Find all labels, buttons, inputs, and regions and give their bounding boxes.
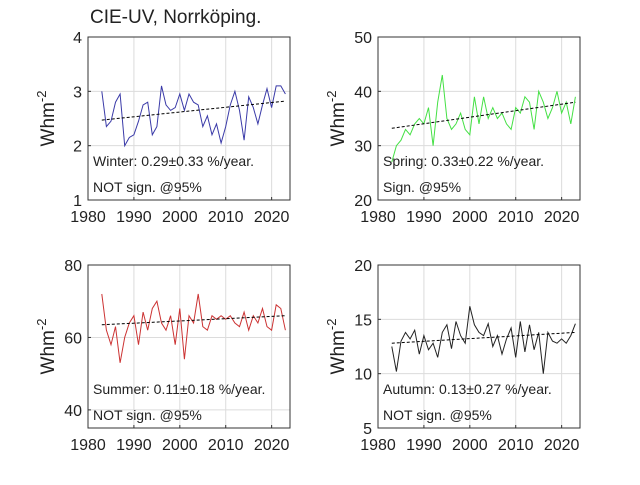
annotation: Autumn: 0.13±0.27 %/year. [383,381,552,397]
annotation: NOT sign. @95% [383,407,492,423]
x-tick-label: 2020 [254,209,290,226]
y-tick-label: 20 [354,193,372,210]
x-tick-label: 1980 [70,209,106,226]
y-tick-label: 15 [354,312,372,329]
annotation: NOT sign. @95% [93,179,202,195]
y-tick-label: 30 [354,139,372,156]
trend-line [391,331,576,344]
annotation: Sign. @95% [383,179,461,195]
plot-area [378,265,580,428]
data-line [391,74,576,163]
x-tick-label: 2010 [498,209,534,226]
axes-box [377,264,581,429]
annotation: Winter: 0.29±0.33 %/year. [93,153,254,169]
x-tick-label: 1980 [70,437,106,454]
x-tick-label: 1990 [406,437,442,454]
chart-title: CIE-UV, Norrköping. [90,7,261,28]
y-axis-label: Whm-2 [324,319,349,375]
data-line [101,85,286,148]
y-tick-label: 1 [73,193,82,210]
x-tick-label: 2000 [162,209,198,226]
subplot: 40 60 80 1980 1990 2000 2010 2020 Summer: 0.11±0… [34,258,291,454]
y-tick-label: 60 [64,330,82,347]
y-axis-label-superscript: -2 [34,319,49,331]
plot-area [88,265,290,428]
data-line [101,293,286,363]
x-tick-label: 2010 [208,437,244,454]
y-tick-label: 4 [73,30,82,47]
y-tick-label: 80 [64,258,82,275]
x-tick-label: 1990 [116,209,152,226]
y-axis-label-superscript: -2 [34,91,49,103]
y-tick-label: 50 [354,30,372,47]
y-tick-label: 10 [354,367,372,384]
trend-line [391,101,576,129]
x-tick-label: 2000 [452,437,488,454]
y-tick-label: 40 [64,403,82,420]
x-tick-label: 2010 [498,437,534,454]
y-axis-label-superscript: -2 [324,319,339,331]
y-axis-label: Whm-2 [34,91,59,147]
y-tick-label: 40 [354,84,372,101]
x-tick-label: 2020 [254,437,290,454]
y-axis-label: Whm-2 [34,319,59,375]
axes-box [377,36,581,201]
y-axis-label-base: Whm [328,102,349,146]
axes-box [87,36,291,201]
y-tick-label: 2 [73,139,82,156]
y-tick-label: 5 [363,421,372,438]
subplot: 20 30 40 50 1980 1990 2000 2010 2020 Spring: 0.33… [324,30,581,226]
x-tick-label: 2020 [544,437,580,454]
x-tick-label: 2020 [544,209,580,226]
y-axis-label-base: Whm [38,102,59,146]
axes-box [87,264,291,429]
x-tick-label: 1990 [116,437,152,454]
y-axis-label-base: Whm [328,330,349,374]
x-tick-label: 1980 [360,437,396,454]
y-tick-label: 3 [73,84,82,101]
annotation: Summer: 0.11±0.18 %/year. [93,381,265,397]
x-tick-label: 1990 [406,209,442,226]
y-axis-label-superscript: -2 [324,91,339,103]
trend-line [101,315,286,326]
x-tick-label: 2010 [208,209,244,226]
annotation: NOT sign. @95% [93,407,202,423]
subplot: 5 10 15 20 1980 1990 2000 2010 2020 Autumn: 0.13±… [324,258,581,454]
x-tick-label: 2000 [452,209,488,226]
annotation: Spring: 0.33±0.22 %/year. [383,153,544,169]
plot-area [378,37,580,200]
y-axis-label-base: Whm [38,330,59,374]
y-axis-label: Whm-2 [324,91,349,147]
subplot: 1 2 3 4 1980 1990 2000 2010 2020 Winter: 0.29±0.3… [34,7,291,226]
trend-line [101,100,286,121]
x-tick-label: 1980 [360,209,396,226]
y-tick-label: 20 [354,258,372,275]
x-tick-label: 2000 [162,437,198,454]
